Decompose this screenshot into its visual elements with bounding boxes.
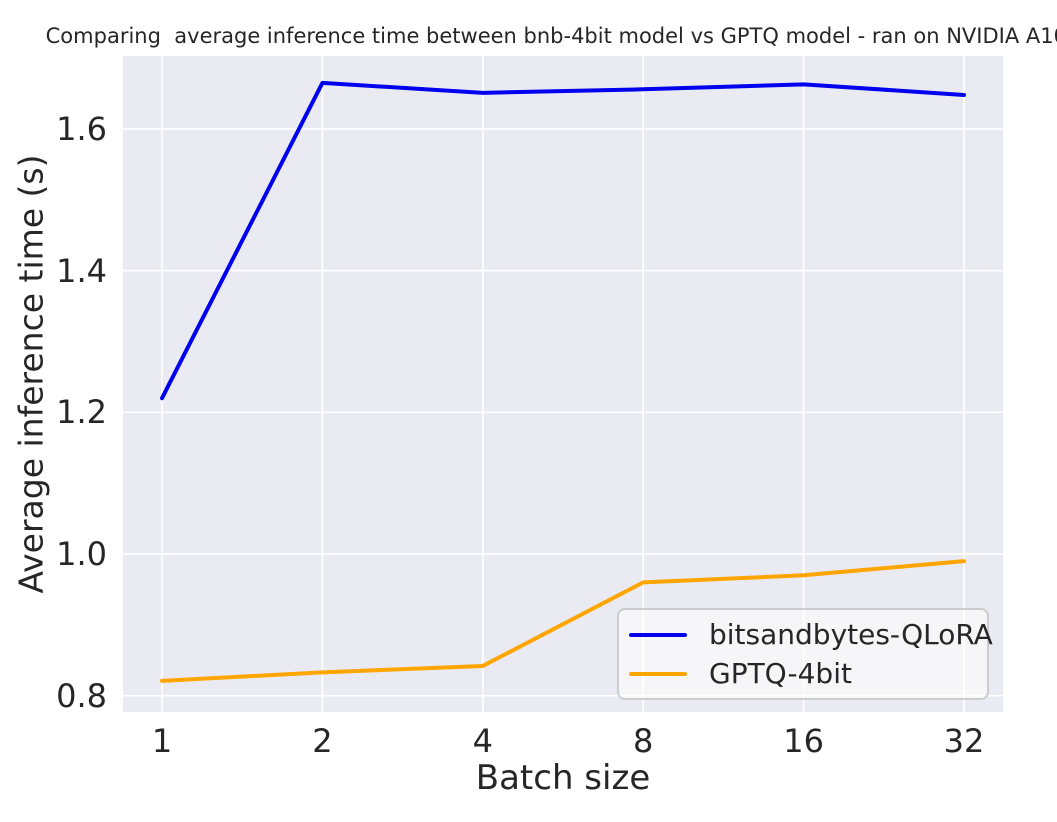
- x-tick-label: 1: [151, 722, 173, 760]
- legend-label: GPTQ-4bit: [709, 657, 852, 690]
- legend-entry: bitsandbytes-QLoRA: [629, 617, 993, 652]
- legend-line-sample: [629, 632, 687, 637]
- y-tick-label: 1.4: [56, 251, 107, 290]
- legend-label: bitsandbytes-QLoRA: [709, 618, 993, 651]
- series-line-bitsandbytes-QLoRA: [160, 80, 966, 401]
- x-tick-label: 8: [633, 722, 654, 760]
- legend-line-sample: [629, 671, 687, 676]
- line-chart: [123, 56, 1003, 712]
- y-tick-label: 1.0: [56, 535, 107, 574]
- chart-title: Comparing average inference time between…: [45, 24, 1057, 48]
- y-tick-label: 1.6: [56, 109, 107, 148]
- legend-entry: GPTQ-4bit: [629, 656, 975, 691]
- x-axis-label: Batch size: [475, 758, 651, 798]
- y-tick-label: 1.2: [56, 393, 107, 432]
- x-tick-label: 4: [472, 722, 493, 760]
- y-tick-label: 0.8: [56, 676, 107, 715]
- x-tick-label: 32: [943, 722, 985, 760]
- y-axis-label: Average inference time (s): [11, 154, 51, 594]
- plot-area: bitsandbytes-QLoRA GPTQ-4bit: [123, 56, 1003, 712]
- x-tick-label: 16: [783, 722, 824, 760]
- legend: bitsandbytes-QLoRA GPTQ-4bit: [617, 608, 993, 700]
- series-line-GPTQ-4bit: [160, 559, 966, 683]
- x-tick-label: 2: [312, 722, 333, 760]
